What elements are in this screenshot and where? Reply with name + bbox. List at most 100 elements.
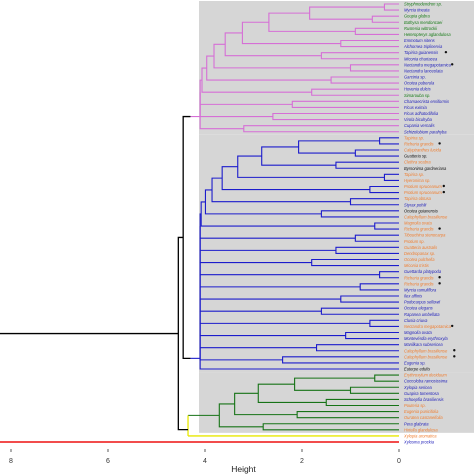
leaf-marker-icon	[453, 349, 456, 352]
dendrogram-branch	[199, 347, 399, 370]
leaf-label: Simarouba sp.	[404, 93, 430, 98]
leaf-marker-icon	[438, 282, 441, 285]
x-tick-label: 2	[300, 458, 304, 465]
leaf-label: Ilex affinis	[404, 294, 422, 299]
leaf-label: Nectandra megapotamica	[404, 62, 452, 67]
leaf-label: Nectandra lanceolata	[404, 68, 443, 73]
leaf-label: Euterpe edulis	[404, 367, 430, 372]
leaf-label: Guettarda platypoda	[404, 269, 442, 274]
leaf-label: Bathysa mendoncaei	[404, 20, 442, 25]
leaf-label: Calophyllum brasiliense	[404, 214, 448, 219]
leaf-label: Xylosma prockia	[403, 440, 435, 445]
leaf-label: Goupia glabra	[404, 14, 430, 19]
leaf-marker-icon	[444, 50, 448, 54]
leaf-label: Ocotea puberula	[404, 81, 435, 86]
leaf-label: Pera glabrata	[404, 421, 429, 426]
leaf-label: Stryphnodendron sp.	[404, 2, 442, 7]
leaf-label: Richeria grandis	[404, 227, 434, 232]
leaf-label: Schizolobium parahyba	[404, 129, 447, 134]
leaf-label: Clusia criuva	[404, 318, 428, 323]
leaf-label: Magnolia ovata	[404, 221, 432, 226]
leaf-label: Ficus eximia	[404, 105, 427, 110]
dendrogram-branch	[204, 189, 322, 215]
leaf-label: Ocotea elegans	[404, 306, 433, 311]
leaf-label: Tapirira guianensis	[404, 50, 438, 55]
x-tick-label: 4	[203, 458, 207, 465]
leaf-label: Pouteria sp.	[404, 403, 426, 408]
leaf-label: Hovenia dulcis	[404, 87, 431, 92]
leaf-label: Protium sp.	[404, 239, 425, 244]
leaf-label: Xylopia aromatica	[403, 433, 437, 438]
leaf-label: Nectandra megapotamica	[404, 324, 452, 329]
leaf-label: Xylopia sericea	[403, 385, 432, 390]
dendrogram-branch	[199, 79, 293, 105]
leaf-marker-icon	[442, 190, 445, 194]
leaf-label: Ocotea pulchella	[404, 257, 435, 262]
leaf-marker-icon	[438, 227, 441, 230]
leaf-marker-icon	[442, 184, 445, 188]
x-tick-label: 6	[106, 458, 110, 465]
leaf-label: Alchornea triplinervia	[403, 44, 443, 49]
leaf-label: Protium spruceanum	[404, 190, 442, 195]
leaf-label: Rapanea umbellata	[404, 312, 440, 317]
leaf-marker-icon	[451, 324, 454, 328]
leaf-label: Styrax pohlii	[404, 202, 426, 207]
leaf-label: Tibouchina stenocarpa	[404, 233, 446, 238]
leaf-label: Clethra scabra	[404, 160, 431, 165]
leaf-label: Hyeronima sp.	[404, 178, 430, 183]
leaf-label: Byrsonima gardneriana	[404, 166, 447, 171]
leaf-marker-icon	[438, 276, 441, 279]
dendrogram-branch	[294, 377, 375, 391]
leaf-label: Guatteria australis	[404, 245, 437, 250]
leaf-label: Manilkara subsericea	[404, 342, 443, 347]
leaf-marker-icon	[438, 142, 441, 145]
leaf-label: Myrcia ramuliflora	[404, 287, 437, 292]
x-tick-label: 8	[9, 458, 13, 465]
cluster-box-green	[199, 372, 474, 433]
leaf-label: Chamaecrista ensiformis	[404, 99, 449, 104]
leaf-label: Dendropanax sp.	[404, 251, 435, 256]
leaf-label: Heteropterys aglandulosa	[404, 32, 451, 37]
leaf-label: Calophyllum brasiliense	[404, 354, 448, 359]
leaf-label: Rustenia wittrockii	[404, 26, 437, 31]
leaf-label: Myrcia tineata	[404, 8, 430, 13]
leaf-label: Montevérdia erythroxyla	[404, 336, 448, 341]
leaf-label: Tapirira obtusa	[404, 196, 432, 201]
leaf-label: Erythroxylum deciduum	[404, 373, 447, 378]
leaf-label: Eugenia punicifolia	[404, 409, 439, 414]
leaf-marker-icon	[451, 63, 454, 66]
leaf-label: Richeria grandis	[404, 141, 434, 146]
leaf-label: Ficus adhatodifolia	[404, 111, 439, 116]
leaf-label: Richeria grandis	[404, 281, 434, 286]
leaf-label: Miconia chartacea	[404, 56, 438, 61]
leaf-label: Calophyllum brasiliense	[404, 348, 448, 353]
x-tick-label: 0	[397, 458, 401, 465]
dendrogram-branch	[261, 146, 336, 166]
leaf-label: Tapirira sp.	[404, 135, 424, 140]
dendrogram-branch	[309, 6, 385, 20]
leaf-label: Calyptranthes lucida	[404, 148, 442, 153]
leaf-label: Richeria grandis	[404, 275, 434, 280]
leaf-label: Garcinia sp.	[404, 75, 426, 80]
dendrogram-branch	[218, 403, 264, 428]
root-red-branch	[0, 441, 399, 443]
leaf-label: Guapira tomentosa	[404, 391, 440, 396]
leaf-label: Coccoloba ramosissima	[404, 379, 448, 384]
leaf-label: Guatteria sp.	[404, 154, 427, 159]
leaf-label: Hirtella glandulosa	[404, 427, 438, 432]
leaf-label: Miconia tristis	[404, 263, 429, 268]
leaf-label: Magnolia ovata	[404, 330, 432, 335]
leaf-label: Ocotea guianensis	[404, 208, 438, 213]
dendrogram-branch	[241, 21, 341, 45]
dendrogram-branch	[199, 213, 356, 239]
dendrogram-branch	[224, 32, 322, 57]
leaf-label: Tapirira sp.	[404, 172, 424, 177]
leaf-label: Podocarpus sellowii	[404, 300, 440, 305]
leaf-marker-icon	[453, 355, 456, 358]
leaf-label: Schoepfia brasiliensis	[404, 397, 444, 402]
leaf-label: Cupania vernalis	[404, 123, 435, 128]
dendrogram-branch	[237, 155, 385, 178]
leaf-label: Virola bicuhyba	[404, 117, 433, 122]
